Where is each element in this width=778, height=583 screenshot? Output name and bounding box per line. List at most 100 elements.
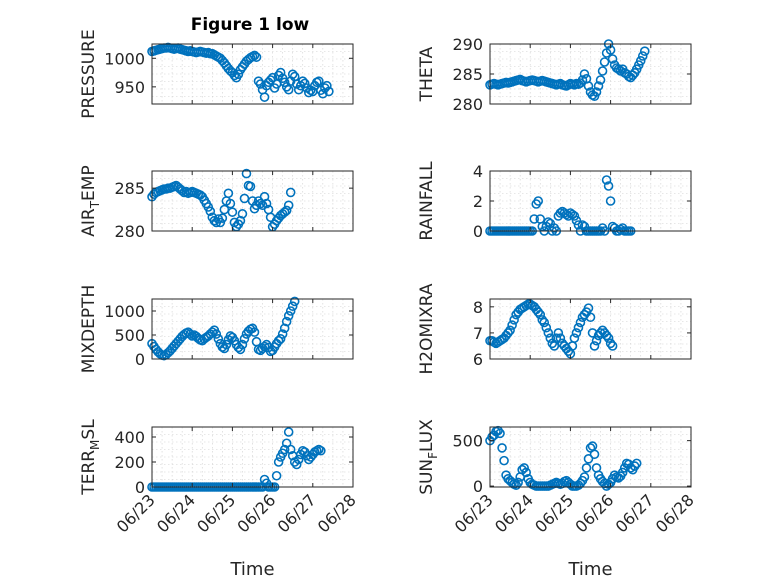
axes-box bbox=[151, 43, 354, 105]
subplot-1: 950 1000 PRESSURE bbox=[79, 29, 354, 119]
data-point bbox=[271, 470, 282, 481]
data-point bbox=[279, 207, 290, 217]
data-point bbox=[575, 317, 586, 328]
data-point bbox=[577, 75, 588, 85]
data-point bbox=[261, 198, 272, 209]
data-point bbox=[573, 220, 584, 230]
data-point bbox=[251, 52, 262, 62]
data-point bbox=[555, 333, 566, 343]
data-point bbox=[605, 196, 616, 206]
data-point bbox=[583, 454, 594, 464]
data-point bbox=[519, 463, 529, 473]
x-tick-label: 06/24 bbox=[153, 490, 199, 536]
data-point bbox=[281, 205, 292, 216]
data-point bbox=[541, 322, 552, 333]
figure-title: Figure 1 low bbox=[191, 15, 310, 35]
axes-box bbox=[489, 298, 692, 360]
data-point bbox=[605, 338, 616, 349]
data-point bbox=[229, 70, 240, 81]
y-tick-label: 500 bbox=[114, 326, 145, 345]
data-point bbox=[285, 187, 296, 198]
data-point bbox=[579, 69, 590, 79]
data-point bbox=[275, 334, 286, 344]
data-point bbox=[213, 334, 224, 344]
data-point bbox=[571, 328, 582, 338]
data-point bbox=[225, 198, 236, 209]
axes-box bbox=[151, 298, 354, 360]
subplot-3: 280 285 AIRTEMP bbox=[79, 165, 354, 241]
data-point bbox=[318, 88, 328, 99]
subplot-2: 280 285 290 THETA bbox=[417, 35, 692, 114]
data-point bbox=[545, 333, 556, 343]
data-point bbox=[537, 315, 548, 325]
y-tick-label: 8 bbox=[473, 298, 483, 317]
subplot-5: 0 500 1000 MIXDEPTH bbox=[79, 285, 354, 374]
y-tick-label: 0 bbox=[135, 478, 145, 497]
data-point bbox=[285, 306, 296, 316]
data-point bbox=[635, 55, 646, 66]
data-point bbox=[289, 296, 300, 307]
y-axis-label: PRESSURE bbox=[79, 29, 99, 118]
y-tick-label: 500 bbox=[452, 432, 483, 451]
data-point bbox=[555, 208, 566, 218]
data-point bbox=[585, 312, 596, 323]
x-tick-label: 06/25 bbox=[531, 490, 577, 536]
data-point bbox=[569, 333, 580, 343]
data-point bbox=[539, 317, 550, 328]
y-tick-label: 7 bbox=[473, 324, 483, 343]
data-point bbox=[314, 76, 324, 86]
data-point bbox=[521, 467, 531, 478]
data-point bbox=[533, 196, 544, 206]
data-point bbox=[237, 339, 248, 350]
data-point bbox=[259, 92, 270, 102]
data-point bbox=[223, 188, 234, 199]
data-point bbox=[543, 328, 554, 338]
x-tick-label: 06/27 bbox=[612, 490, 658, 536]
data-point bbox=[233, 69, 244, 80]
data-point bbox=[639, 46, 650, 57]
data-point bbox=[601, 175, 612, 185]
x-tick-label: 06/27 bbox=[274, 490, 320, 536]
data-point bbox=[283, 84, 294, 95]
subplot-6: 6 7 8 H2OMIXRA bbox=[417, 283, 692, 375]
data-point bbox=[299, 78, 310, 89]
data-point bbox=[581, 463, 592, 473]
data-point bbox=[583, 303, 594, 313]
data-point bbox=[591, 335, 602, 346]
data-point bbox=[589, 341, 600, 351]
data-point bbox=[249, 50, 260, 61]
data-point bbox=[277, 329, 288, 339]
y-tick-label: 285 bbox=[452, 65, 483, 84]
x-tick-label: 06/26 bbox=[571, 490, 617, 536]
data-point bbox=[631, 458, 642, 469]
data-point bbox=[303, 87, 314, 98]
data-point bbox=[505, 325, 515, 336]
y-tick-label: 950 bbox=[114, 78, 145, 97]
axes-box bbox=[489, 426, 692, 488]
data-point bbox=[529, 214, 540, 224]
data-point bbox=[597, 66, 608, 76]
y-axis-label: H2OMIXRA bbox=[417, 283, 437, 374]
data-point bbox=[591, 87, 602, 97]
data-point bbox=[239, 334, 250, 344]
data-point bbox=[316, 445, 326, 456]
data-point bbox=[287, 301, 298, 312]
data-point bbox=[227, 207, 238, 217]
data-point bbox=[589, 449, 600, 460]
data-point bbox=[185, 329, 195, 339]
x-tick-label: 06/28 bbox=[314, 490, 360, 536]
data-point bbox=[595, 75, 606, 85]
data-point bbox=[283, 200, 294, 211]
y-tick-label: 280 bbox=[114, 222, 145, 241]
data-point bbox=[543, 217, 554, 227]
y-axis-label: SUNFLUX bbox=[417, 419, 440, 495]
data-point bbox=[583, 81, 594, 91]
y-tick-label: 290 bbox=[452, 35, 483, 54]
y-tick-label: 6 bbox=[473, 350, 483, 369]
x-tick-label: 06/24 bbox=[491, 490, 537, 536]
data-point bbox=[287, 69, 298, 80]
data-point bbox=[607, 54, 618, 64]
y-axis-label: MIXDEPTH bbox=[79, 285, 99, 374]
y-tick-label: 2 bbox=[473, 192, 483, 211]
